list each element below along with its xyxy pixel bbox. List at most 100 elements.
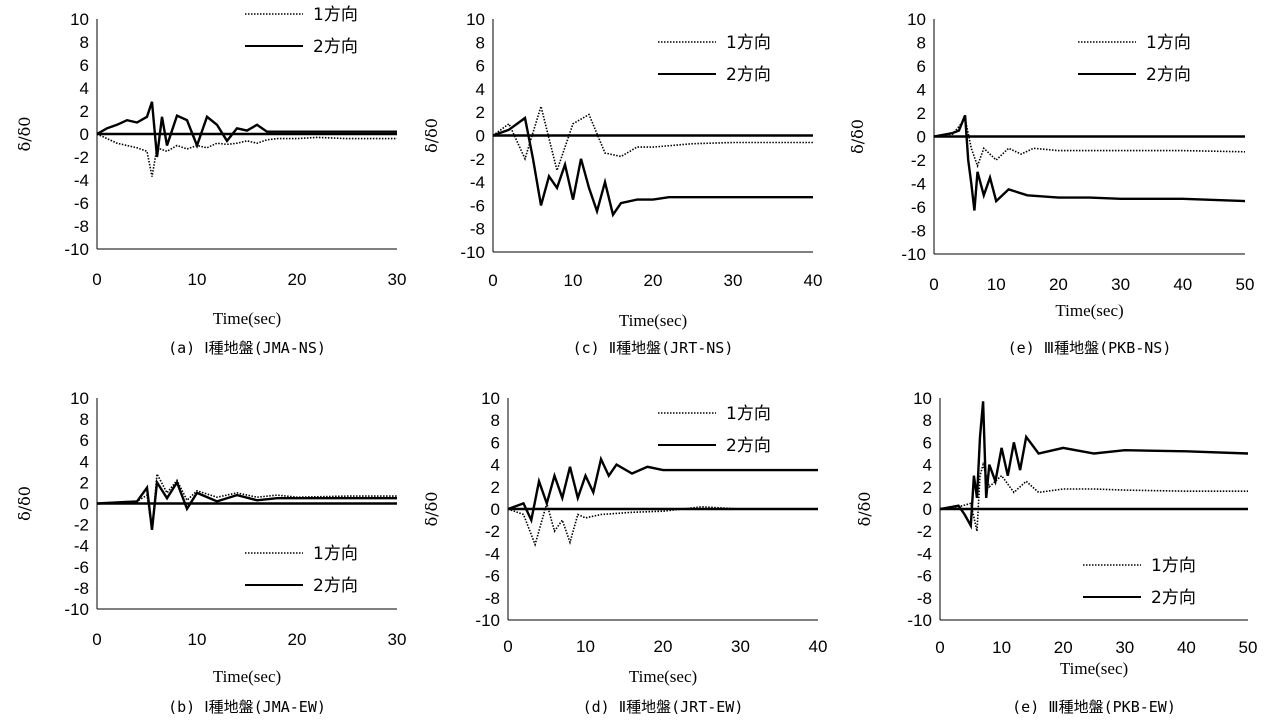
y-tick-label: 4 <box>923 456 932 475</box>
y-axis-label: δ/δ0 <box>15 486 34 521</box>
chart-caption: (e) Ⅲ種地盤(PKB-EW) <box>1012 698 1176 716</box>
chart-caption: (b) Ⅰ種地盤(JMA-EW) <box>168 698 326 716</box>
x-tick-label: 40 <box>1173 275 1192 294</box>
x-tick-label: 30 <box>724 271 743 290</box>
x-tick-label: 0 <box>488 271 497 290</box>
x-tick-label: 40 <box>1177 638 1196 657</box>
x-tick-label: 10 <box>992 638 1011 657</box>
y-tick-label: 4 <box>917 81 926 100</box>
y-tick-label: 4 <box>491 456 500 475</box>
y-tick-label: 2 <box>491 478 500 497</box>
series-line-2 <box>96 101 397 158</box>
y-tick-label: 2 <box>80 473 89 492</box>
y-tick-label: -6 <box>74 194 89 213</box>
y-tick-label: -2 <box>74 148 89 167</box>
y-tick-label: 6 <box>491 433 500 452</box>
y-tick-label: -8 <box>911 222 926 241</box>
y-tick-label: 8 <box>923 411 932 430</box>
series-line-1 <box>507 500 818 548</box>
x-tick-label: 30 <box>388 630 407 649</box>
series-line-2 <box>96 478 397 531</box>
x-tick-label: 50 <box>1236 275 1255 294</box>
x-tick-label: 20 <box>644 271 663 290</box>
x-tick-label: 30 <box>1111 275 1130 294</box>
y-tick-label: 10 <box>466 10 485 29</box>
y-tick-label: 8 <box>917 34 926 53</box>
y-axis-label: δ/δ0 <box>848 119 867 154</box>
chart-caption: (d) Ⅱ種地盤(JRT-EW) <box>583 698 744 716</box>
y-tick-label: -4 <box>911 175 926 194</box>
x-axis-label: Time(sec) <box>213 309 281 328</box>
legend-label: 2方向 <box>313 37 358 57</box>
legend-label: 1方向 <box>1151 556 1196 576</box>
legend-label: 2方向 <box>1151 588 1196 608</box>
y-tick-label: 8 <box>80 33 89 52</box>
y-tick-label: 6 <box>80 431 89 450</box>
legend-label: 1方向 <box>313 5 358 25</box>
y-tick-label: -8 <box>470 220 485 239</box>
y-tick-label: -2 <box>470 150 485 169</box>
x-tick-label: 20 <box>288 270 307 289</box>
y-tick-label: 10 <box>70 389 89 408</box>
chart-caption: (a) Ⅰ種地盤(JMA-NS) <box>168 339 326 357</box>
y-tick-label: 2 <box>80 102 89 121</box>
legend-label: 1方向 <box>313 544 358 564</box>
y-tick-label: -4 <box>74 537 89 556</box>
x-tick-label: 40 <box>809 637 828 656</box>
x-tick-label: 0 <box>929 275 938 294</box>
y-tick-label: -2 <box>917 522 932 541</box>
y-tick-label: 6 <box>923 433 932 452</box>
y-tick-label: 2 <box>917 104 926 123</box>
series-line-2 <box>507 455 818 524</box>
series-line-1 <box>492 103 813 174</box>
x-tick-label: 20 <box>1054 638 1073 657</box>
x-tick-label: 10 <box>576 637 595 656</box>
y-tick-label: -2 <box>911 151 926 170</box>
x-tick-label: 50 <box>1239 638 1258 657</box>
y-tick-label: 10 <box>913 389 932 408</box>
y-tick-label: -8 <box>485 589 500 608</box>
y-tick-label: 4 <box>80 452 89 471</box>
y-tick-label: 8 <box>476 33 485 52</box>
y-tick-label: -2 <box>74 516 89 535</box>
x-tick-label: 30 <box>388 270 407 289</box>
y-tick-label: -6 <box>74 558 89 577</box>
x-tick-label: 0 <box>935 638 944 657</box>
y-tick-label: -8 <box>917 589 932 608</box>
x-tick-label: 10 <box>564 271 583 290</box>
y-tick-label: -4 <box>74 171 89 190</box>
y-tick-label: 10 <box>907 10 926 29</box>
x-tick-label: 20 <box>654 637 673 656</box>
y-tick-label: -6 <box>485 567 500 586</box>
y-tick-label: 4 <box>80 79 89 98</box>
y-axis-label: δ/δ0 <box>422 118 441 153</box>
legend-label: 2方向 <box>313 576 358 596</box>
x-tick-label: 10 <box>188 270 207 289</box>
x-tick-label: 40 <box>804 271 823 290</box>
y-tick-label: 6 <box>80 56 89 75</box>
series-line-1 <box>939 461 1248 532</box>
x-tick-label: 0 <box>92 270 101 289</box>
y-tick-label: 2 <box>476 103 485 122</box>
y-tick-label: 0 <box>923 500 932 519</box>
y-tick-label: 0 <box>80 125 89 144</box>
y-tick-label: -10 <box>64 240 89 259</box>
x-tick-label: 30 <box>731 637 750 656</box>
y-tick-label: 0 <box>80 495 89 514</box>
x-axis-label: Time(sec) <box>1055 301 1123 320</box>
x-axis-label: Time(sec) <box>629 667 697 686</box>
y-tick-label: 0 <box>917 128 926 147</box>
y-tick-label: -6 <box>917 567 932 586</box>
y-tick-label: -8 <box>74 217 89 236</box>
x-axis-label: Time(sec) <box>619 311 687 330</box>
y-tick-label: 2 <box>923 478 932 497</box>
y-tick-label: -10 <box>460 243 485 262</box>
y-tick-label: -10 <box>907 611 932 630</box>
legend-label: 1方向 <box>726 404 771 424</box>
x-axis-label: Time(sec) <box>213 667 281 686</box>
